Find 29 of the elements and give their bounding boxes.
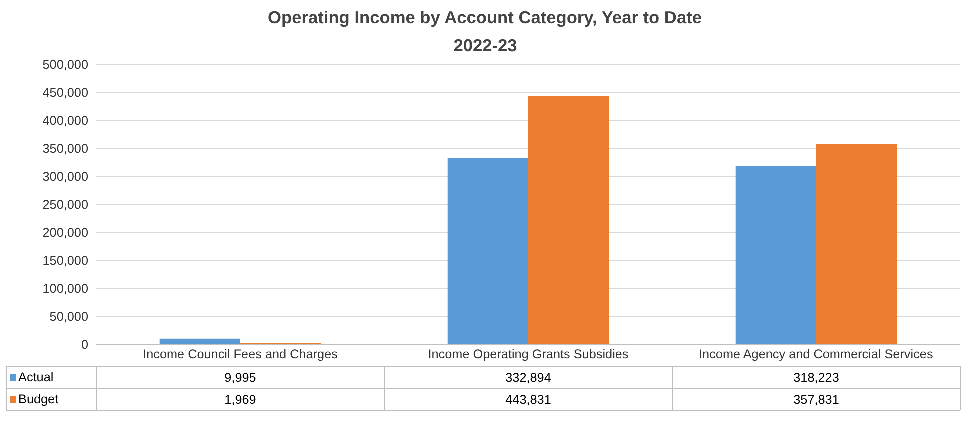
- y-tick-label: 300,000: [42, 170, 88, 184]
- y-tick-label: 150,000: [42, 254, 88, 268]
- y-tick-label: 250,000: [42, 198, 88, 212]
- y-tick-label: 400,000: [42, 114, 88, 128]
- y-tick-label: 200,000: [42, 226, 88, 240]
- bar: [528, 96, 610, 344]
- y-tick-label: 100,000: [42, 282, 88, 296]
- y-tick-label: 450,000: [42, 86, 88, 100]
- data-label: 318,223: [794, 371, 840, 385]
- chart-subtitle: 2022-23: [454, 36, 518, 56]
- data-label: 443,831: [506, 393, 552, 407]
- data-label: 332,894: [506, 371, 552, 385]
- bar: [448, 158, 528, 344]
- legend-label: Budget: [18, 392, 60, 406]
- data-label: 357,831: [794, 393, 840, 407]
- chart-title: Operating Income by Account Category, Year to Date: [268, 8, 702, 28]
- y-tick-label: 0: [81, 338, 89, 352]
- x-tick-label: Income Operating Grants Subsidies: [428, 348, 629, 362]
- bar: [816, 144, 898, 344]
- x-tick-label: Income Agency and Commercial Services: [699, 348, 934, 362]
- bar: [736, 166, 816, 344]
- y-tick-label: 350,000: [42, 142, 88, 156]
- y-tick-label: 500,000: [42, 58, 88, 72]
- y-tick-label: 50,000: [50, 310, 89, 324]
- data-label: 9,995: [224, 371, 256, 385]
- legend-label: Actual: [18, 370, 54, 384]
- x-tick-label: Income Council Fees and Charges: [143, 348, 338, 362]
- data-label: 1,969: [224, 393, 256, 407]
- bar: [160, 338, 240, 344]
